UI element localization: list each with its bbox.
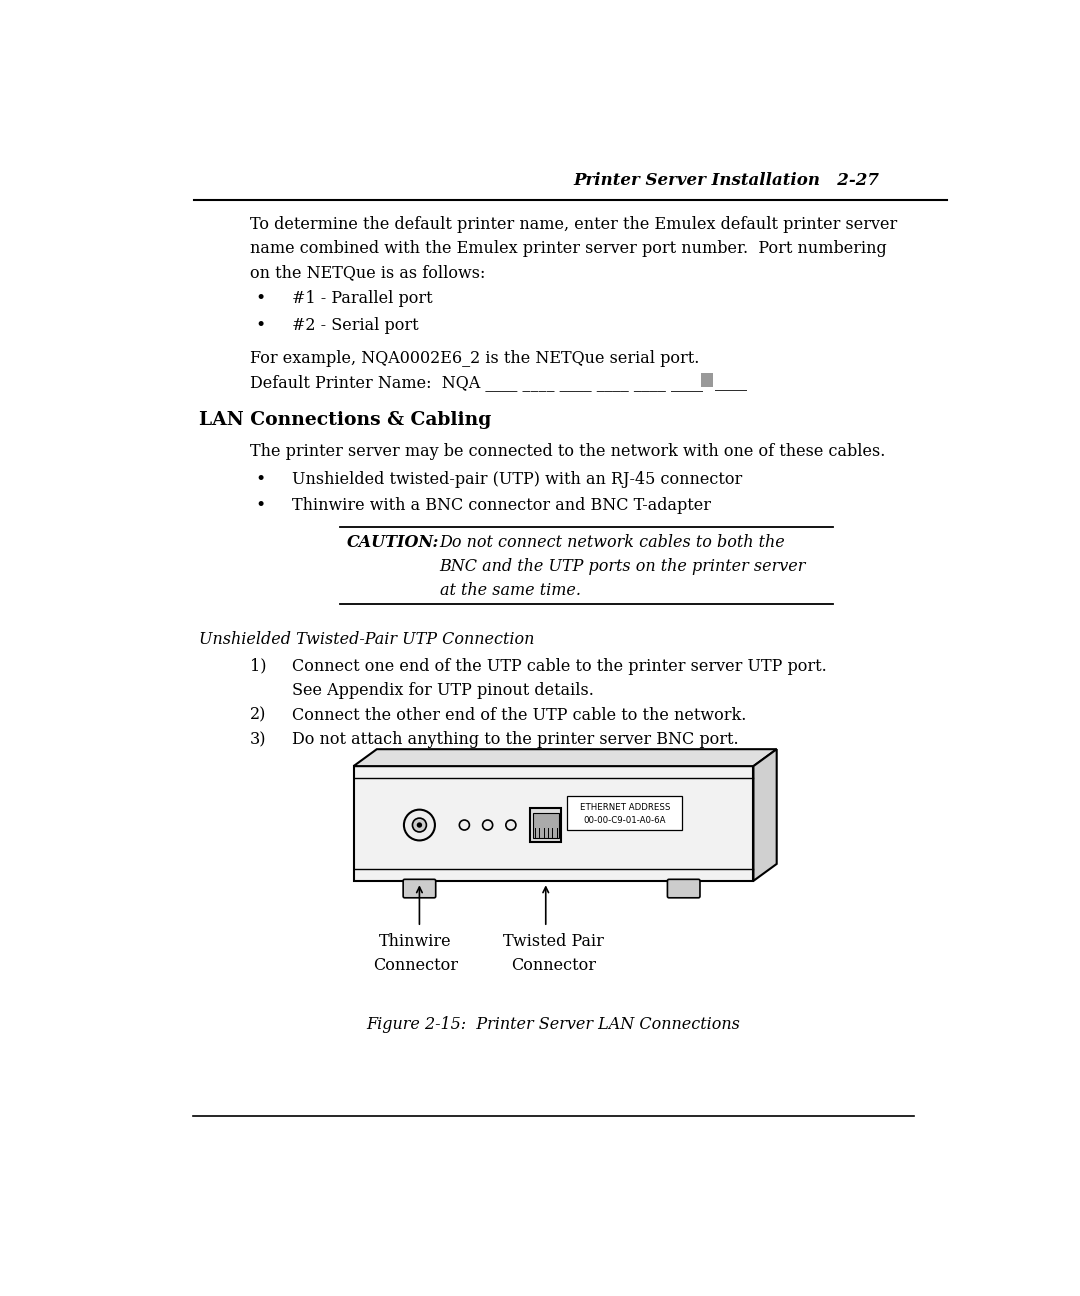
Text: See Appendix for UTP pinout details.: See Appendix for UTP pinout details. [292, 682, 593, 700]
Bar [530, 809, 562, 842]
Circle shape [459, 820, 470, 829]
Text: 2): 2) [249, 706, 266, 724]
Text: ETHERNET ADDRESS
00-00-C9-01-A0-6A: ETHERNET ADDRESS 00-00-C9-01-A0-6A [580, 802, 670, 826]
Text: Printer Server Installation   2-27: Printer Server Installation 2-27 [573, 172, 879, 189]
Text: Connect one end of the UTP cable to the printer server UTP port.: Connect one end of the UTP cable to the … [292, 657, 826, 674]
Text: The printer server may be connected to the network with one of these cables.: The printer server may be connected to t… [249, 443, 886, 460]
Polygon shape [353, 749, 777, 766]
Text: To determine the default printer name, enter the Emulex default printer server
n: To determine the default printer name, e… [249, 215, 897, 281]
Text: •: • [255, 290, 266, 307]
Text: Thinwire with a BNC connector and BNC T-adapter: Thinwire with a BNC connector and BNC T-… [292, 498, 711, 515]
Text: #2 - Serial port: #2 - Serial port [292, 318, 418, 334]
Text: •: • [255, 498, 266, 515]
Bar [701, 373, 713, 386]
Text: #1 - Parallel port: #1 - Parallel port [292, 290, 432, 307]
Bar [532, 814, 559, 839]
Text: Do not attach anything to the printer server BNC port.: Do not attach anything to the printer se… [292, 731, 738, 749]
Circle shape [413, 818, 427, 832]
Text: Default Printer Name:  NQA ____ ____ ____ ____ ____ ____: Default Printer Name: NQA ____ ____ ____… [249, 375, 703, 391]
Text: LAN Connections & Cabling: LAN Connections & Cabling [199, 411, 491, 429]
FancyBboxPatch shape [667, 879, 700, 898]
Text: Twisted Pair
Connector: Twisted Pair Connector [503, 933, 604, 973]
Circle shape [483, 820, 492, 829]
Text: Unshielded Twisted-Pair UTP Connection: Unshielded Twisted-Pair UTP Connection [199, 631, 534, 648]
Circle shape [505, 820, 516, 829]
Text: Figure 2-15:  Printer Server LAN Connections: Figure 2-15: Printer Server LAN Connecti… [366, 1016, 741, 1033]
Text: •: • [255, 472, 266, 489]
Text: ____: ____ [715, 375, 746, 391]
Text: CAUTION:: CAUTION: [347, 534, 438, 551]
Polygon shape [754, 749, 777, 881]
Text: •: • [255, 318, 266, 334]
Circle shape [417, 823, 422, 828]
Text: Unshielded twisted-pair (UTP) with an RJ-45 connector: Unshielded twisted-pair (UTP) with an RJ… [292, 472, 742, 489]
Circle shape [404, 810, 435, 840]
Text: Do not connect network cables to both the
BNC and the UTP ports on the printer s: Do not connect network cables to both th… [440, 534, 806, 599]
Bar [567, 796, 683, 831]
Polygon shape [353, 766, 754, 881]
Text: 1): 1) [249, 657, 266, 674]
Text: 3): 3) [249, 731, 266, 749]
Text: Thinwire
Connector: Thinwire Connector [373, 933, 458, 973]
Text: Connect the other end of the UTP cable to the network.: Connect the other end of the UTP cable t… [292, 706, 746, 724]
Text: For example, NQA0002E6_2 is the NETQue serial port.: For example, NQA0002E6_2 is the NETQue s… [249, 350, 699, 367]
FancyBboxPatch shape [403, 879, 435, 898]
